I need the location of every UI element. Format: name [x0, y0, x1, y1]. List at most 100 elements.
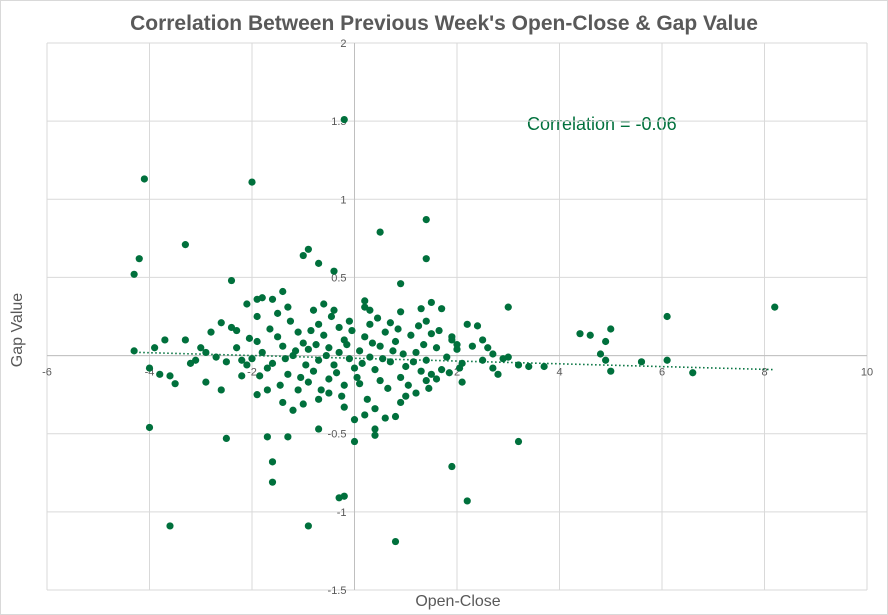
x-tick-label: -4 — [145, 367, 155, 379]
data-point — [233, 344, 241, 352]
data-point — [268, 295, 277, 303]
data-point — [340, 115, 348, 124]
data-point — [304, 522, 312, 530]
data-point — [376, 342, 384, 350]
data-point — [202, 378, 210, 386]
data-point — [302, 361, 310, 369]
data-point — [279, 398, 287, 407]
data-point — [414, 322, 423, 330]
data-point — [289, 406, 297, 414]
data-point — [361, 303, 369, 311]
data-point — [443, 353, 451, 361]
data-point — [294, 328, 302, 336]
data-point — [243, 300, 251, 308]
x-tick-label: 8 — [761, 367, 767, 379]
y-tick-label: -1.5 — [328, 585, 347, 597]
data-point — [340, 403, 348, 411]
data-point — [366, 320, 374, 328]
data-point — [420, 341, 428, 349]
data-point — [248, 178, 256, 186]
data-point — [145, 364, 154, 372]
data-point — [151, 344, 159, 352]
y-tick-label: -0.5 — [328, 429, 347, 441]
data-point — [217, 386, 225, 394]
data-point — [284, 433, 292, 441]
data-point — [258, 294, 266, 302]
data-point — [350, 364, 359, 372]
data-point — [348, 326, 356, 335]
data-point — [473, 322, 482, 330]
data-point — [540, 362, 548, 371]
data-point — [422, 356, 430, 364]
data-point — [607, 325, 615, 333]
data-point — [361, 411, 369, 419]
data-point — [394, 325, 402, 333]
data-point — [327, 312, 336, 321]
data-point — [345, 355, 353, 363]
data-point — [379, 355, 387, 363]
data-point — [448, 336, 456, 344]
data-point — [607, 367, 615, 375]
data-point — [279, 342, 287, 350]
data-point — [245, 334, 254, 342]
data-point — [171, 380, 179, 388]
data-point — [514, 437, 523, 446]
data-point — [412, 389, 420, 397]
y-tick-label: 1 — [340, 194, 346, 206]
data-point — [320, 300, 328, 308]
data-point — [432, 375, 441, 383]
data-point — [291, 347, 300, 355]
data-point — [309, 367, 318, 375]
data-point — [217, 319, 225, 327]
data-point — [315, 425, 323, 433]
data-point — [663, 356, 671, 364]
data-point — [363, 395, 371, 403]
correlation-annotation: Correlation = -0.06 — [527, 114, 677, 134]
data-point — [325, 344, 333, 352]
data-point — [274, 309, 282, 317]
data-point — [222, 358, 230, 366]
data-point — [197, 344, 205, 352]
data-point — [304, 345, 312, 353]
data-point — [427, 370, 435, 378]
data-point — [315, 356, 323, 364]
data-point — [130, 347, 138, 355]
y-tick-label: -1 — [337, 507, 347, 519]
chart-title: Correlation Between Previous Week's Open… — [130, 12, 758, 35]
data-point — [238, 356, 246, 364]
data-point — [263, 433, 271, 441]
data-point — [243, 361, 251, 369]
data-point — [417, 367, 425, 375]
data-point — [596, 350, 605, 358]
data-point — [397, 373, 405, 382]
data-point — [373, 314, 382, 322]
data-point — [256, 372, 264, 380]
data-point — [402, 362, 410, 371]
data-point — [253, 337, 261, 346]
data-point — [391, 537, 400, 546]
data-point — [330, 306, 338, 314]
data-point — [192, 356, 200, 364]
data-point — [371, 366, 379, 374]
data-point — [422, 317, 430, 325]
data-point — [330, 267, 338, 275]
data-point — [586, 331, 594, 339]
data-point — [207, 328, 215, 336]
data-point — [317, 386, 325, 394]
data-point — [453, 345, 461, 353]
data-point — [404, 381, 412, 389]
data-point — [350, 416, 359, 424]
data-point — [412, 348, 420, 357]
data-point — [263, 386, 271, 394]
data-point — [499, 355, 507, 363]
data-point — [425, 384, 433, 392]
data-point — [366, 353, 374, 361]
data-point — [427, 330, 435, 338]
x-tick-label: -2 — [247, 367, 257, 379]
data-point — [445, 369, 453, 377]
data-point — [504, 303, 512, 311]
data-point — [304, 378, 312, 386]
data-point — [427, 298, 435, 307]
data-point — [525, 362, 533, 371]
data-point — [376, 228, 384, 236]
